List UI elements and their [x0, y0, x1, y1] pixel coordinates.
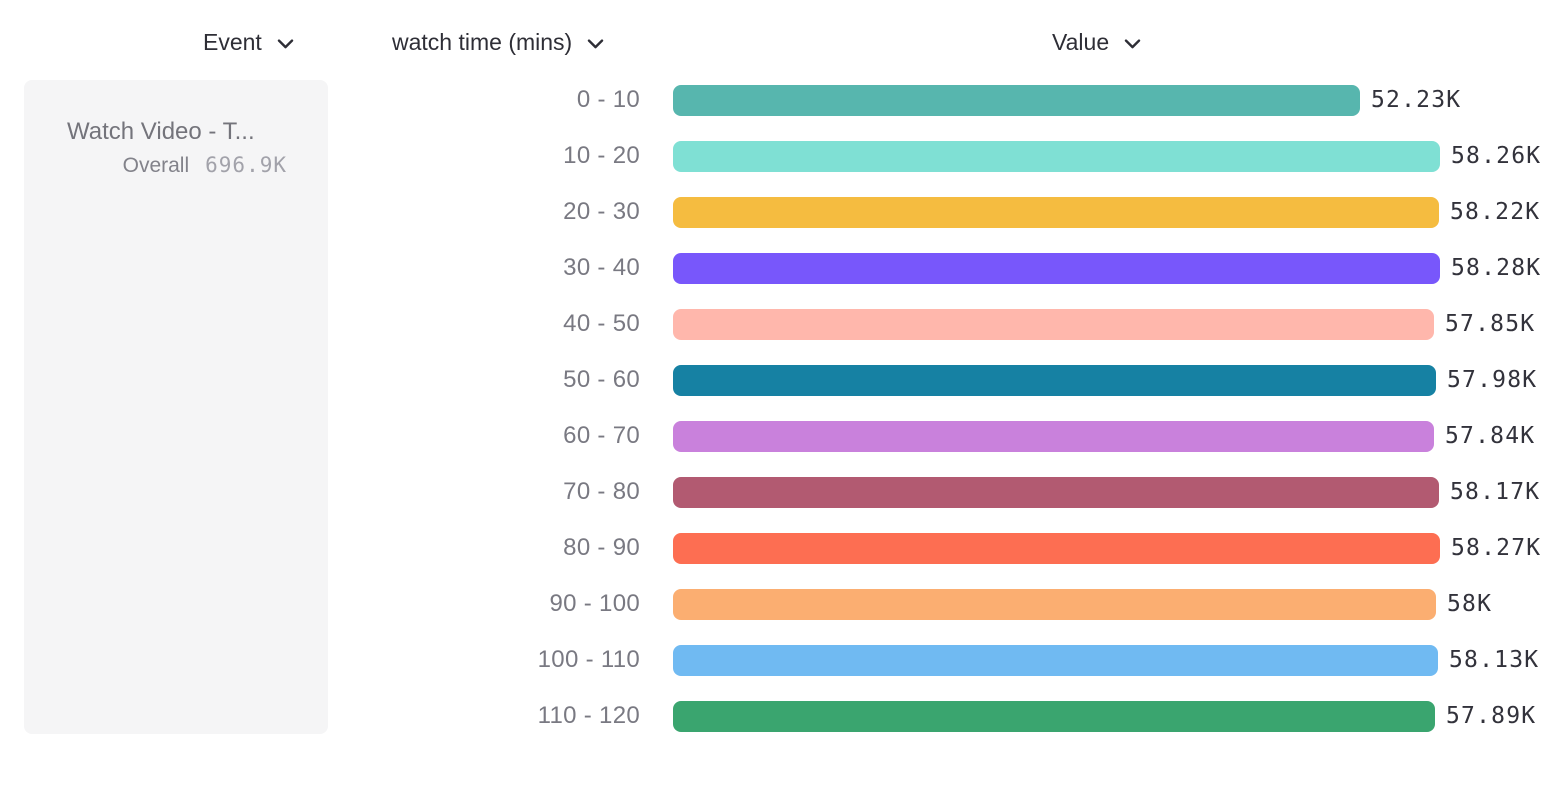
value-bar[interactable] — [673, 196, 1439, 228]
bucket-label: 70 - 80 — [563, 478, 640, 505]
chart-row: 80 - 90 58.27K — [0, 520, 1568, 576]
chart-row: 50 - 60 57.98K — [0, 352, 1568, 408]
bucket-label: 0 - 10 — [576, 86, 640, 113]
bar-value-label: 58.26K — [1451, 143, 1542, 169]
chart-row: 60 - 70 57.84K — [0, 408, 1568, 464]
value-bar[interactable] — [673, 476, 1439, 508]
chart-row: 90 - 100 58K — [0, 576, 1568, 632]
bucket-label: 60 - 70 — [563, 422, 640, 449]
bar-chart: 0 - 10 52.23K 10 - 20 58.26K 20 - 30 58.… — [0, 72, 1568, 744]
chevron-down-icon — [277, 36, 294, 49]
bar-value-label: 58.22K — [1450, 199, 1541, 225]
bar-value-label: 52.23K — [1371, 87, 1462, 113]
overall-value: 696.9K — [205, 153, 287, 177]
bucket-label: 80 - 90 — [563, 534, 640, 561]
bucket-label: 40 - 50 — [563, 310, 640, 337]
value-bar[interactable] — [673, 308, 1434, 340]
bucket-label: 100 - 110 — [537, 646, 640, 673]
breakdown-column-label: watch time (mins) — [392, 28, 573, 55]
bucket-label: 20 - 30 — [563, 198, 640, 225]
bar-value-label: 57.85K — [1445, 311, 1536, 337]
value-bar[interactable] — [673, 532, 1440, 564]
chart-row: 100 - 110 58.13K — [0, 632, 1568, 688]
value-bar[interactable] — [673, 252, 1440, 284]
value-bar[interactable] — [673, 140, 1440, 172]
bar-value-label: 57.89K — [1446, 703, 1537, 729]
chart-row: 20 - 30 58.22K — [0, 184, 1568, 240]
breakdown-column-dropdown[interactable]: watch time (mins) — [392, 27, 604, 57]
event-column-label: Event — [203, 28, 262, 55]
value-bar[interactable] — [673, 364, 1436, 396]
chart-row: 70 - 80 58.17K — [0, 464, 1568, 520]
bucket-label: 30 - 40 — [563, 254, 640, 281]
event-title: Watch Video - T... — [67, 118, 255, 145]
chevron-down-icon — [587, 36, 604, 49]
bar-value-label: 57.98K — [1447, 367, 1538, 393]
bar-value-label: 58.27K — [1451, 535, 1542, 561]
chart-row: 10 - 20 58.26K — [0, 128, 1568, 184]
bucket-label: 10 - 20 — [563, 142, 640, 169]
bar-value-label: 58.28K — [1451, 255, 1542, 281]
event-card[interactable]: Watch Video - T... Overall 696.9K — [24, 80, 328, 734]
chart-row: 0 - 10 52.23K — [0, 72, 1568, 128]
value-bar[interactable] — [673, 84, 1360, 116]
value-bar[interactable] — [673, 700, 1435, 732]
chevron-down-icon — [1124, 36, 1141, 49]
overall-label: Overall — [122, 154, 190, 177]
bucket-label: 90 - 100 — [549, 590, 640, 617]
bar-value-label: 58K — [1447, 591, 1493, 617]
bar-value-label: 57.84K — [1445, 423, 1536, 449]
bucket-label: 110 - 120 — [537, 702, 640, 729]
value-column-dropdown[interactable]: Value — [1052, 27, 1141, 57]
bar-value-label: 58.17K — [1450, 479, 1541, 505]
event-overall-row: Overall 696.9K — [24, 153, 287, 178]
bucket-label: 50 - 60 — [563, 366, 640, 393]
chart-row: 40 - 50 57.85K — [0, 296, 1568, 352]
value-column-label: Value — [1052, 28, 1110, 55]
value-bar[interactable] — [673, 644, 1438, 676]
value-bar[interactable] — [673, 588, 1436, 620]
value-bar[interactable] — [673, 420, 1434, 452]
event-column-dropdown[interactable]: Event — [203, 27, 294, 57]
chart-row: 30 - 40 58.28K — [0, 240, 1568, 296]
chart-row: 110 - 120 57.89K — [0, 688, 1568, 744]
bar-value-label: 58.13K — [1449, 647, 1540, 673]
